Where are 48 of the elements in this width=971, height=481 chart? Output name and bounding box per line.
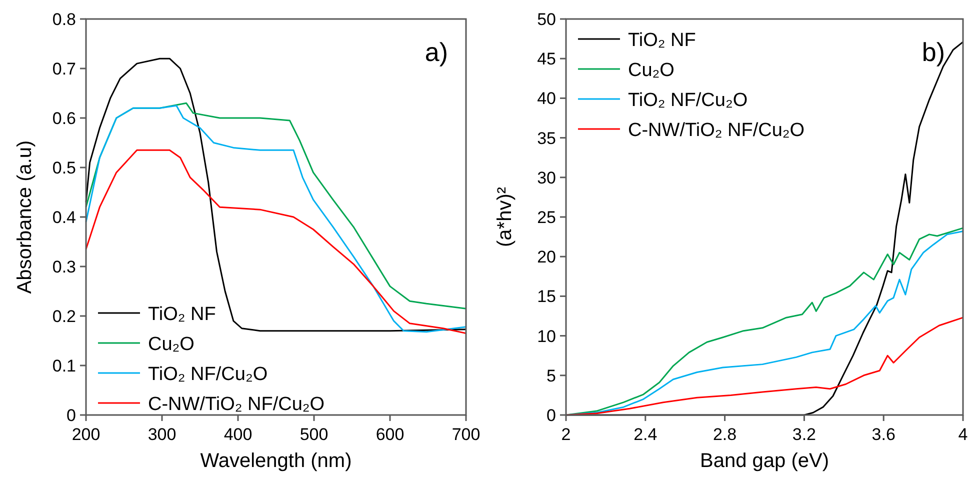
legend-label: TiO₂ NF/Cu₂O — [628, 90, 748, 111]
legend-label: TiO₂ NF — [148, 304, 216, 325]
y-tick-label: 0.6 — [52, 109, 76, 128]
x-axis-title: Wavelength (nm) — [200, 450, 352, 472]
line-series — [565, 316, 964, 416]
y-tick-label: 0.4 — [52, 208, 76, 227]
annotation: a) — [424, 37, 448, 67]
y-tick-label: 0.1 — [52, 356, 76, 376]
y-tick-label: 5 — [546, 366, 556, 386]
annotation: b) — [922, 37, 945, 67]
y-tick-label: 15 — [537, 287, 556, 306]
legend-label: C-NW/TiO₂ NF/Cu₂O — [628, 120, 805, 141]
y-tick-label: 0.3 — [52, 258, 76, 276]
x-tick-label: 2.4 — [634, 425, 658, 444]
x-tick-label: 2.8 — [712, 425, 737, 444]
y-tick-label: 25 — [537, 208, 556, 227]
x-tick-label: 400 — [224, 425, 252, 444]
x-tick-label: 3.6 — [872, 425, 896, 444]
x-tick-label: 2 — [561, 425, 571, 444]
legend-label: C-NW/TiO₂ NF/Cu₂O — [148, 394, 325, 415]
legend-label: TiO₂ NF/Cu₂O — [148, 364, 268, 385]
legend-label: Cu₂O — [628, 60, 674, 81]
y-axis-title: Absorbance (a.u) — [14, 140, 36, 294]
x-tick-label: 700 — [452, 425, 480, 444]
x-axis-title: Band gap (eV) — [700, 450, 829, 472]
y-tick-label: 0.7 — [52, 60, 76, 78]
y-tick-label: 0.2 — [52, 307, 76, 326]
line-series — [85, 149, 467, 334]
y-tick-label: 35 — [537, 128, 556, 148]
x-tick-label: 4 — [958, 425, 968, 444]
y-tick-label: 20 — [537, 248, 556, 267]
x-tick-label: 500 — [300, 425, 328, 444]
y-tick-label: 0.8 — [52, 10, 76, 29]
x-tick-label: 600 — [376, 425, 404, 444]
x-tick-label: 200 — [72, 425, 100, 444]
y-tick-label: 0 — [546, 406, 556, 425]
y-tick-label: 50 — [537, 10, 556, 29]
y-tick-label: 0 — [66, 406, 76, 425]
y-tick-label: 10 — [537, 326, 556, 346]
legend-label: TiO₂ NF — [628, 30, 696, 51]
x-tick-label: 300 — [148, 425, 176, 444]
y-tick-label: 45 — [537, 50, 556, 69]
y-tick-label: 40 — [537, 89, 556, 108]
y-tick-label: 0.5 — [52, 158, 76, 178]
legend-label: Cu₂O — [148, 334, 194, 355]
y-axis-title: (a*hv)² — [494, 186, 516, 248]
y-tick-label: 30 — [537, 168, 556, 188]
x-tick-label: 3.2 — [792, 425, 816, 444]
